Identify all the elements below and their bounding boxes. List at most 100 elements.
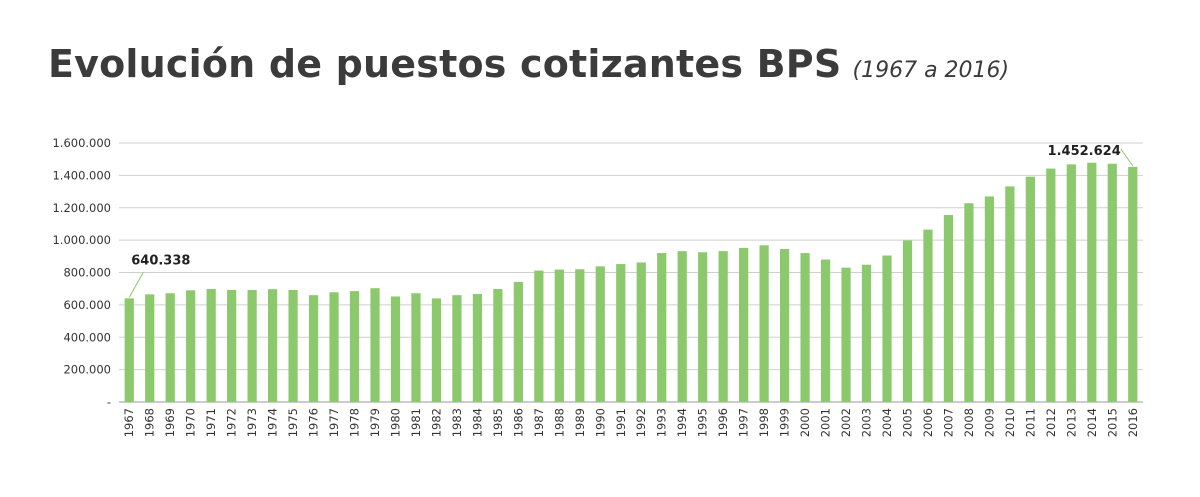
y-tick-label: 400.000 — [63, 330, 111, 344]
x-tick-label: 2004 — [880, 408, 894, 437]
x-tick-label: 1997 — [737, 408, 751, 437]
y-tick-label: 800.000 — [63, 266, 111, 280]
bar — [943, 215, 954, 402]
x-tick-label: 1988 — [552, 408, 566, 437]
data-label: 640.338 — [131, 253, 190, 268]
x-tick-label: 1972 — [225, 408, 239, 437]
x-tick-label: 1984 — [470, 408, 484, 437]
bar — [779, 249, 790, 402]
y-tick-label: 600.000 — [63, 298, 111, 312]
bar — [739, 247, 749, 402]
x-tick-label: 2009 — [982, 408, 996, 437]
x-tick-label: 2001 — [819, 408, 833, 437]
x-tick-label: 1971 — [204, 408, 218, 437]
bar — [165, 293, 175, 402]
bar — [390, 296, 401, 402]
x-tick-label: 1995 — [696, 408, 710, 437]
x-tick-label: 2015 — [1105, 408, 1119, 437]
x-tick-label: 2012 — [1044, 408, 1058, 437]
x-tick-label: 1967 — [122, 408, 136, 437]
x-tick-label: 2003 — [860, 408, 874, 437]
x-tick-label: 2008 — [962, 408, 976, 437]
x-tick-label: 2006 — [921, 408, 935, 437]
x-tick-label: 2005 — [900, 408, 914, 437]
chart-title-block: Evolución de puestos cotizantes BPS (196… — [48, 42, 1009, 86]
bar — [677, 251, 687, 402]
bar — [288, 289, 298, 402]
x-tick-label: 2013 — [1064, 408, 1078, 437]
x-tick-label: 1969 — [163, 408, 177, 437]
x-tick-label: 2007 — [941, 408, 955, 437]
y-tick-label: 1.400.000 — [52, 168, 111, 182]
bar — [800, 253, 810, 402]
bar — [1066, 164, 1076, 402]
x-tick-label: 1994 — [675, 408, 689, 437]
y-tick-label: 200.000 — [63, 363, 111, 377]
x-tick-label: 1987 — [532, 408, 546, 437]
x-tick-label: 1976 — [307, 408, 321, 437]
bar — [861, 264, 872, 402]
bar — [145, 294, 155, 402]
bar — [718, 251, 728, 402]
x-tick-label: 1983 — [450, 408, 464, 437]
bar — [923, 229, 933, 402]
x-tick-label: 2016 — [1126, 408, 1140, 437]
x-tick-label: 1980 — [388, 408, 402, 437]
x-tick-label: 1968 — [143, 408, 157, 437]
chart-title: Evolución de puestos cotizantes BPS — [48, 42, 842, 86]
bar — [554, 269, 564, 402]
x-tick-label: 1974 — [266, 408, 280, 437]
bar — [841, 267, 851, 402]
x-tick-label: 2000 — [798, 408, 812, 437]
x-tick-label: 1991 — [614, 408, 628, 437]
x-tick-label: 1992 — [634, 408, 648, 437]
bar — [370, 288, 380, 402]
data-label-leader — [1120, 148, 1134, 167]
bar — [1025, 176, 1035, 402]
x-tick-label: 2011 — [1023, 408, 1037, 437]
x-tick-label: 1981 — [409, 408, 423, 437]
bar — [636, 262, 646, 402]
bar — [964, 203, 974, 402]
x-tick-label: 2002 — [839, 408, 853, 437]
bar — [882, 255, 892, 402]
y-tick-label: 1.000.000 — [52, 233, 111, 247]
x-tick-label: 1996 — [716, 408, 730, 437]
bar — [534, 270, 544, 402]
bar — [513, 281, 523, 402]
bar — [349, 291, 360, 402]
bar — [411, 293, 421, 402]
data-label-leader — [128, 272, 144, 298]
bar — [247, 289, 257, 402]
x-tick-label: 1979 — [368, 408, 382, 437]
bar — [452, 295, 462, 402]
bar — [329, 292, 339, 402]
bar — [206, 289, 216, 402]
bar — [124, 298, 134, 402]
x-tick-label: 1986 — [511, 408, 525, 437]
x-tick-label: 1977 — [327, 408, 341, 437]
y-tick-label: 1.600.000 — [52, 136, 111, 150]
bar — [431, 298, 442, 402]
data-label: 1.452.624 — [1048, 144, 1121, 159]
bar — [616, 264, 626, 402]
bar — [493, 289, 503, 402]
x-tick-label: 1978 — [348, 408, 362, 437]
bar — [657, 253, 667, 402]
x-tick-label: 1999 — [778, 408, 792, 437]
x-tick-label: 1985 — [491, 408, 505, 437]
x-tick-label: 1973 — [245, 408, 259, 437]
y-tick-label: 1.200.000 — [52, 201, 111, 215]
bar — [472, 294, 483, 402]
bar — [1087, 162, 1097, 402]
bar — [227, 289, 237, 402]
x-tick-label: 1993 — [655, 408, 669, 437]
bar — [186, 290, 196, 402]
x-tick-label: 1989 — [573, 408, 587, 437]
bar — [595, 266, 605, 402]
bar — [1005, 186, 1015, 402]
bar — [820, 259, 831, 402]
x-tick-label: 1975 — [286, 408, 300, 437]
bar — [759, 245, 769, 402]
